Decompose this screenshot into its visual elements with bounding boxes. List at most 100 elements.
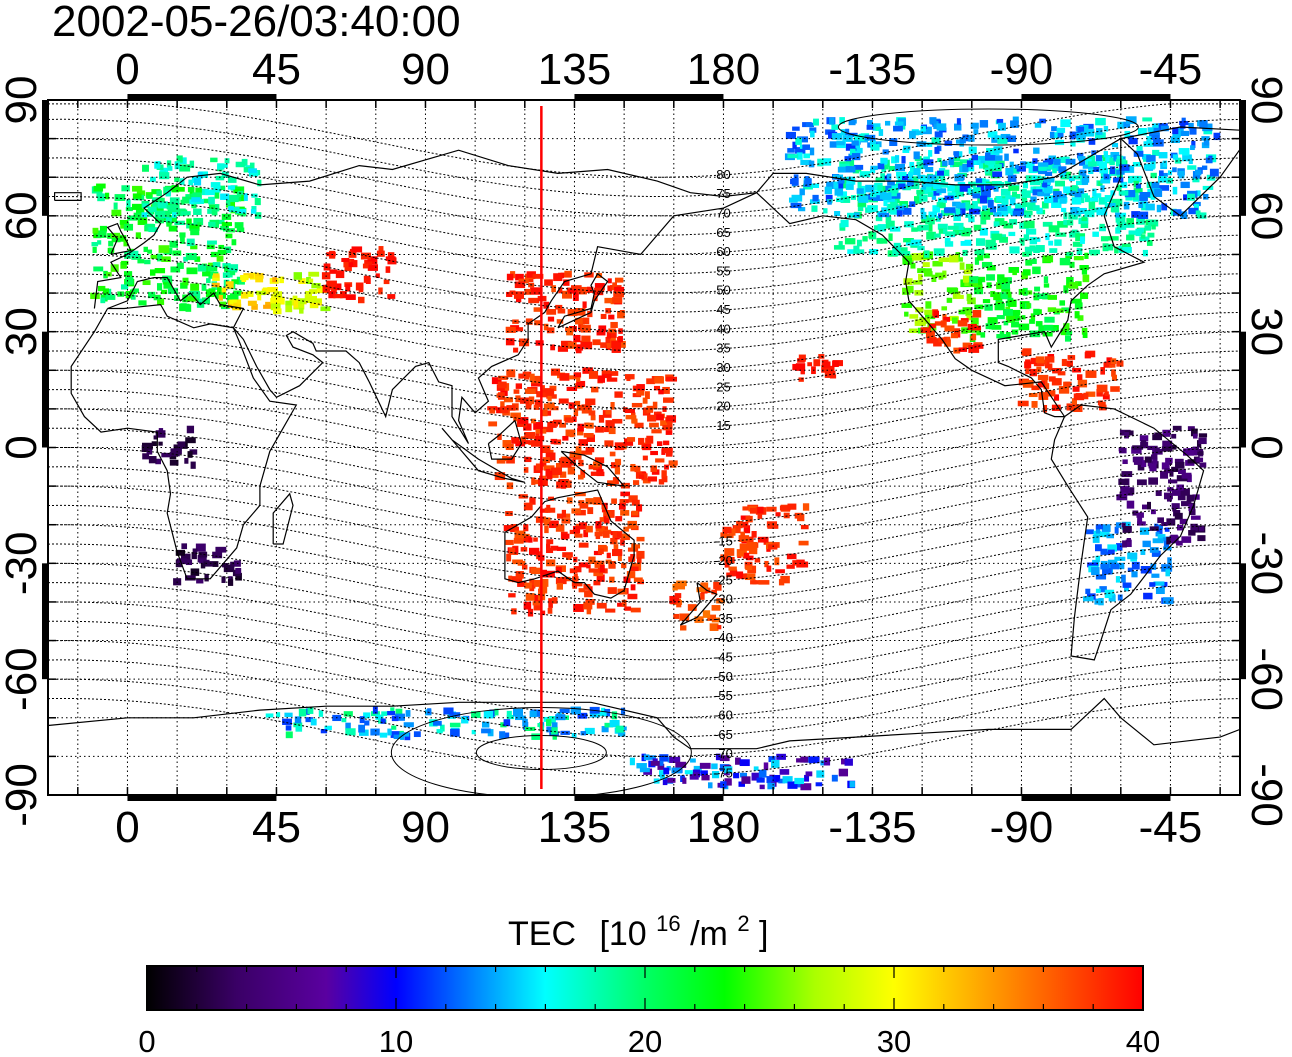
tec-cell [179, 164, 191, 172]
tec-cell [530, 567, 542, 575]
tec-cell [1151, 573, 1160, 578]
tec-cell [1104, 391, 1109, 397]
tec-cell [1043, 283, 1050, 288]
tec-cell [956, 226, 965, 234]
tec-cell [1087, 161, 1097, 167]
tec-cell [674, 582, 686, 590]
tec-cell [574, 491, 586, 497]
tec-cell [611, 711, 618, 720]
tec-cell [551, 722, 558, 728]
tec-cell [390, 707, 395, 715]
tec-cell [1105, 155, 1112, 163]
tec-cell [1197, 535, 1206, 542]
tec-cell [588, 556, 596, 564]
tec-cell [1149, 132, 1160, 141]
tec-cell [1043, 180, 1048, 188]
tec-cell [1131, 561, 1140, 570]
tec-cell [531, 479, 540, 485]
tec-cell [979, 120, 989, 128]
tec-cell [1059, 170, 1066, 177]
tec-cell [877, 163, 885, 170]
tec-cell [1057, 371, 1066, 376]
tec-cell [621, 599, 627, 607]
tec-cell [177, 441, 186, 449]
tec-cell [550, 438, 558, 445]
tec-cell [1080, 223, 1089, 229]
tec-cell [1001, 198, 1009, 205]
tec-cell [1084, 210, 1095, 218]
tec-cell [1060, 156, 1070, 163]
tec-cell [925, 166, 934, 173]
tec-cell [559, 471, 567, 478]
tec-cell [133, 212, 142, 221]
tec-cell [158, 441, 163, 446]
tec-cell [1169, 535, 1179, 544]
coastline-segment [1120, 126, 1240, 217]
tec-cell [881, 165, 889, 170]
tec-cell [974, 304, 984, 310]
tec-cell [506, 273, 514, 281]
tec-cell [123, 271, 133, 277]
tec-cell [1084, 195, 1090, 203]
tec-cell [1209, 168, 1219, 177]
tec-cell [1152, 457, 1158, 465]
tec-cell [1139, 435, 1149, 442]
tec-cell [803, 153, 810, 159]
tec-cell [1115, 522, 1122, 528]
tec-cell [1100, 560, 1108, 567]
tec-cell [1187, 193, 1196, 201]
tec-cell [184, 458, 189, 464]
tec-cell [1029, 368, 1038, 377]
tec-cell [821, 364, 830, 373]
tec-cell [1007, 277, 1012, 284]
tec-cell [898, 247, 908, 254]
tec-cell [888, 188, 899, 194]
tec-cell [651, 429, 662, 434]
tec-cell [1116, 155, 1124, 162]
tec-cell [265, 301, 274, 306]
tec-cell [523, 423, 532, 431]
tec-cell [150, 254, 158, 259]
tec-cell [555, 524, 565, 532]
tec-cell [1023, 212, 1032, 218]
tec-cell [293, 301, 305, 310]
tec-cell [1146, 501, 1152, 510]
tec-cell [471, 711, 481, 718]
tec-cell [913, 151, 920, 160]
tec-cell [97, 285, 106, 292]
tec-cell [883, 200, 888, 207]
tec-cell [661, 475, 668, 483]
tec-cell [687, 604, 697, 611]
tec-cell [913, 280, 923, 285]
tec-cell [1141, 153, 1150, 160]
tec-cell [663, 397, 674, 403]
tec-cell [576, 377, 581, 382]
tec-cell [543, 426, 554, 433]
tec-cell [1073, 404, 1083, 413]
tec-cell [210, 182, 221, 188]
tec-cell [93, 185, 104, 192]
tec-cell [548, 600, 553, 608]
tec-cell [914, 319, 925, 326]
tec-cell [1073, 255, 1084, 261]
tec-cell [123, 239, 128, 247]
tec-cell [1166, 494, 1172, 502]
tec-cell [805, 771, 813, 777]
tec-cell [555, 577, 567, 585]
tec-cell [546, 559, 556, 567]
tec-cell [605, 608, 616, 613]
tec-cell [547, 402, 555, 410]
tec-cell [568, 289, 578, 294]
tec-cell [358, 724, 366, 733]
tec-cell [1163, 597, 1174, 604]
tec-cell [840, 129, 846, 136]
tec-cell [1022, 269, 1031, 276]
tec-cell [877, 184, 883, 191]
tec-cell [180, 236, 185, 244]
tec-cell [541, 569, 548, 578]
tec-cell [987, 317, 998, 325]
tec-cell [993, 185, 999, 192]
tec-cell [743, 525, 751, 534]
tec-cell [1169, 469, 1174, 477]
tec-cell [1081, 175, 1090, 183]
